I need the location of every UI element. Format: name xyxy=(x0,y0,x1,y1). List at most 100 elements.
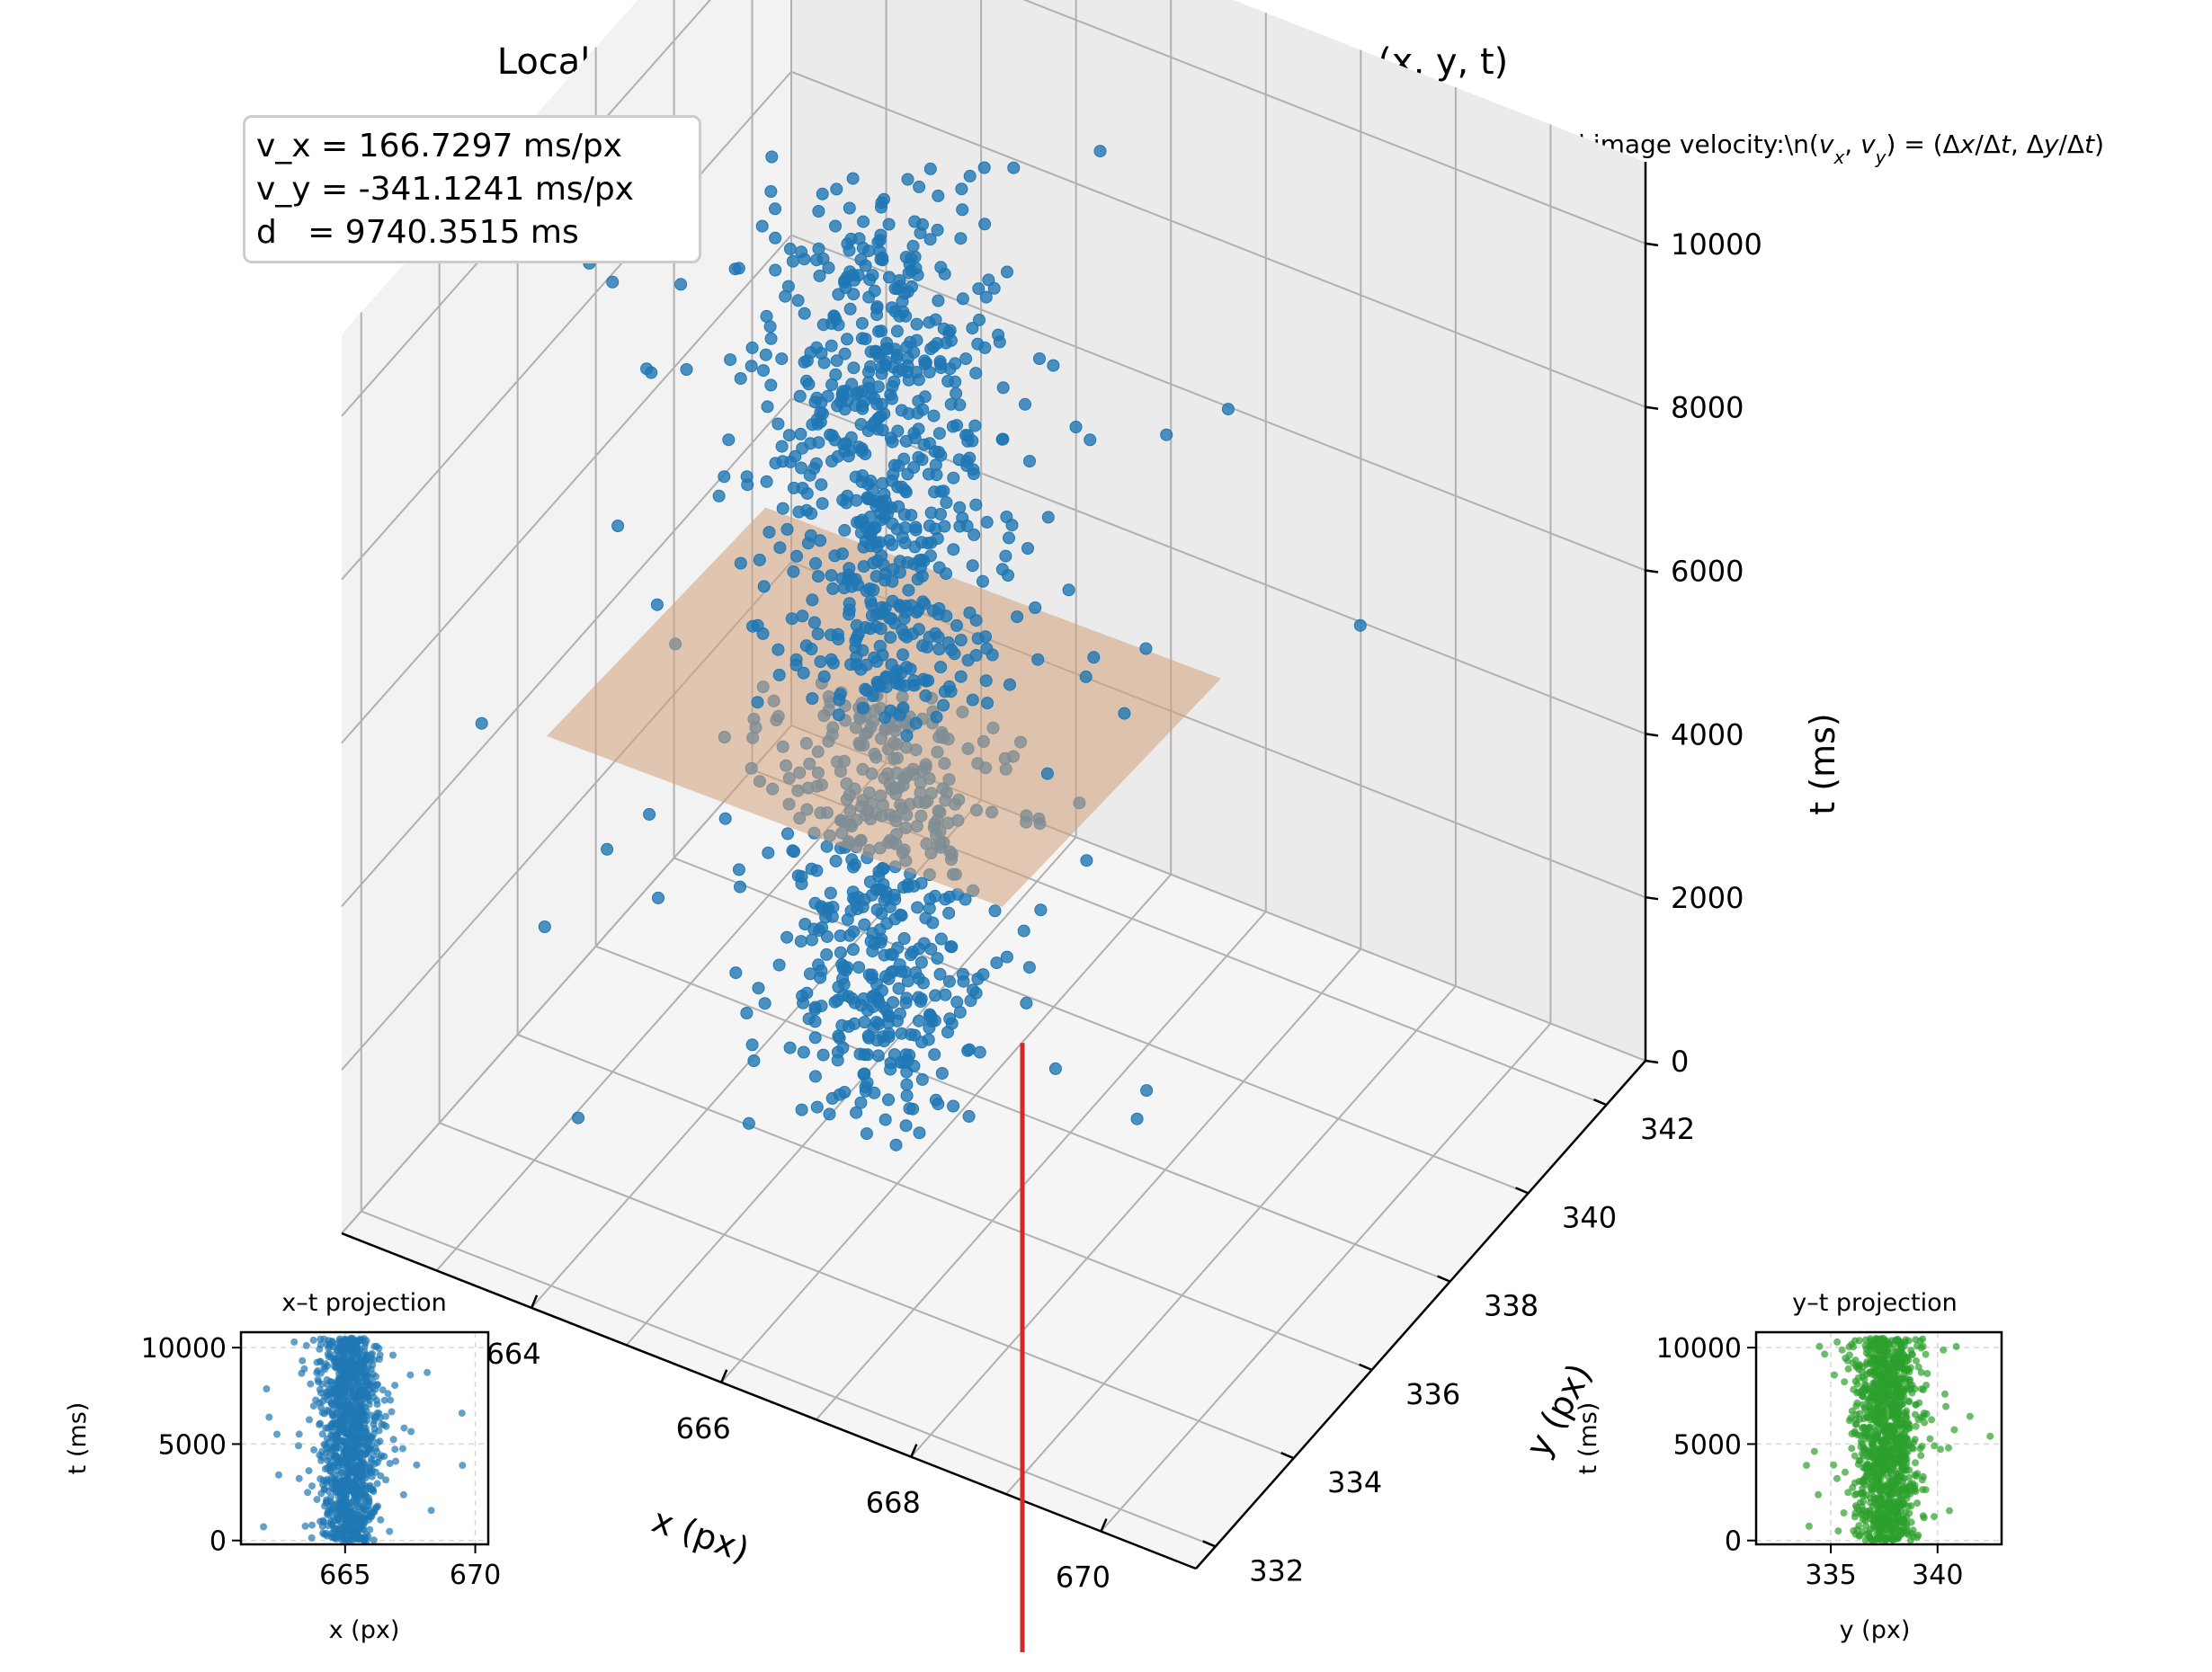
inset-point xyxy=(325,1353,333,1361)
inset-point xyxy=(1900,1518,1908,1526)
scatter-point xyxy=(762,846,775,859)
scatter-point xyxy=(650,598,664,611)
inset-point xyxy=(318,1430,326,1438)
inset-point xyxy=(332,1445,339,1452)
inset-point xyxy=(335,1374,343,1383)
scatter-point xyxy=(861,1076,874,1089)
inset-point xyxy=(1872,1388,1880,1396)
inset-point xyxy=(1914,1363,1922,1371)
inset-point xyxy=(1821,1350,1829,1358)
scatter-point xyxy=(963,606,977,619)
scatter-point xyxy=(866,269,879,282)
axes-3d-panes xyxy=(342,0,1646,1569)
y-tick-mark xyxy=(1202,1540,1217,1548)
inset-point xyxy=(363,1372,371,1380)
inset-point xyxy=(308,1482,316,1490)
scatter-point xyxy=(806,593,819,607)
inset-point xyxy=(1900,1482,1908,1490)
z-axis-label: t (ms) xyxy=(1803,713,1842,814)
inset-point xyxy=(1865,1509,1873,1517)
scatter-point xyxy=(902,583,915,597)
scatter-point xyxy=(834,946,847,959)
z-tick-label: 2000 xyxy=(1671,881,1744,915)
scatter-point xyxy=(847,288,861,301)
inset-point xyxy=(351,1465,359,1473)
inset-point xyxy=(1919,1342,1927,1350)
scatter-point xyxy=(932,189,945,202)
scatter-point xyxy=(896,701,910,715)
scatter-point xyxy=(949,375,962,388)
scatter-point xyxy=(913,1014,925,1027)
scatter-point xyxy=(923,893,937,906)
inset-point xyxy=(295,1474,303,1482)
scatter-point xyxy=(960,459,974,473)
inset-point xyxy=(1870,1381,1878,1388)
inset-point xyxy=(1855,1522,1863,1530)
inset-point xyxy=(1860,1507,1868,1515)
scatter-point xyxy=(860,1127,873,1141)
scatter-point xyxy=(860,658,873,671)
inset-point xyxy=(1897,1374,1905,1383)
inset-point xyxy=(1878,1530,1886,1538)
scatter-point xyxy=(816,1048,830,1062)
inset-point xyxy=(1855,1337,1863,1345)
inset-point xyxy=(273,1430,281,1438)
inset-point xyxy=(1866,1515,1874,1523)
inset-point xyxy=(1913,1342,1921,1350)
scatter-point xyxy=(870,992,883,1005)
scatter-point xyxy=(772,643,785,656)
scatter-point xyxy=(873,245,887,258)
inset-point xyxy=(320,1486,328,1494)
scatter-point xyxy=(790,549,803,563)
vx-value: v_x = 166.7297 ms/px xyxy=(256,128,622,165)
scatter-point xyxy=(1003,678,1016,691)
scatter-point xyxy=(815,396,828,409)
inset-point xyxy=(1897,1432,1905,1440)
scatter-point xyxy=(807,616,821,629)
scatter-point xyxy=(979,290,993,304)
inset-point xyxy=(376,1351,384,1359)
inset-point xyxy=(1884,1390,1892,1398)
scatter-point xyxy=(745,360,758,373)
inset-point xyxy=(380,1453,388,1461)
inset-point xyxy=(1886,1424,1894,1432)
scatter-point xyxy=(847,361,861,375)
scatter-point xyxy=(832,708,845,722)
inset-point xyxy=(357,1427,365,1435)
inset-point xyxy=(1902,1414,1910,1422)
scatter-point xyxy=(858,395,871,408)
scatter-point xyxy=(1093,145,1107,158)
inset-point xyxy=(334,1454,342,1461)
inset-point xyxy=(1946,1507,1953,1515)
scatter-point xyxy=(734,556,747,570)
scatter-point xyxy=(747,1054,761,1067)
inset-point xyxy=(309,1336,317,1344)
inset-point xyxy=(334,1414,342,1422)
inset-point xyxy=(1906,1375,1914,1383)
inset-point xyxy=(320,1518,327,1526)
scatter-point xyxy=(946,420,959,433)
inset-point xyxy=(1860,1392,1867,1401)
scatter-point xyxy=(795,461,808,475)
inset-point xyxy=(1857,1490,1865,1498)
inset-point xyxy=(356,1368,364,1376)
scatter-point xyxy=(829,368,843,381)
inset-point xyxy=(1913,1472,1921,1480)
inset-point xyxy=(1887,1532,1895,1540)
inset-point xyxy=(1852,1363,1860,1370)
inset-point xyxy=(1848,1340,1856,1348)
scatter-point xyxy=(812,436,825,449)
inset-point xyxy=(352,1497,361,1505)
inset-point xyxy=(392,1457,400,1465)
scatter-point xyxy=(1041,511,1055,524)
inset-point xyxy=(343,1452,352,1460)
xt-inset-xlabel: x (px) xyxy=(329,1616,400,1644)
inset-point xyxy=(458,1410,466,1418)
inset-point xyxy=(324,1511,332,1518)
scatter-point xyxy=(1031,653,1045,666)
scatter-point xyxy=(884,631,897,645)
scatter-point xyxy=(879,680,893,694)
scatter-point xyxy=(886,538,899,551)
inset-point xyxy=(326,1467,334,1475)
scatter-point xyxy=(1087,651,1101,664)
